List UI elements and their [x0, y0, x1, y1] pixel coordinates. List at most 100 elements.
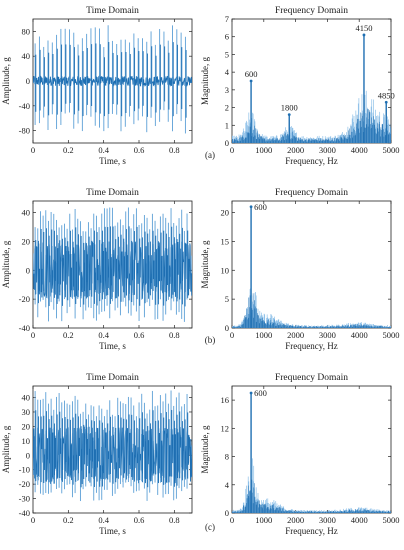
frequency-domain-0-ytick-label: 6 — [225, 32, 229, 42]
frequency-domain-0-ytick-label: 2 — [225, 103, 229, 113]
frequency-domain-0-peak-marker — [384, 100, 388, 104]
time-domain-2-xtick-label: 0.2 — [63, 515, 74, 525]
frequency-domain-0-peak-label: 4850 — [378, 90, 395, 100]
frequency-domain-2-xtick-label: 2000 — [287, 515, 304, 525]
frequency-domain-2-ytick-label: 4 — [225, 480, 230, 490]
time-domain-1-ytick-label: 0 — [26, 265, 30, 275]
time-domain-2-ytick-label: 20 — [22, 421, 31, 431]
frequency-domain-0-peak-marker — [362, 33, 366, 37]
time-domain-2-xtick-label: 0.4 — [98, 515, 109, 525]
frequency-domain-0-peak-marker — [287, 113, 291, 117]
time-domain-2-signal — [33, 390, 192, 502]
frequency-domain-1-ytick-label: 15 — [221, 236, 230, 246]
frequency-domain-2-title: Frequency Domain — [275, 373, 348, 383]
frequency-domain-2-xtick-label: 3000 — [319, 515, 336, 525]
time-domain-1-signal — [33, 207, 192, 322]
time-domain-2-ytick-label: 10 — [22, 436, 31, 446]
time-domain-0-ytick-label: 0 — [26, 76, 30, 86]
time-domain-0-xtick-label: 0.2 — [63, 145, 74, 155]
frequency-domain-0-xtick-label: 0 — [230, 145, 234, 155]
frequency-domain-1-ytick-label: 10 — [221, 265, 230, 275]
frequency-domain-0-ylabel: Magnitude, g — [200, 57, 210, 105]
time-domain-2-ytick-label: -40 — [19, 508, 30, 518]
time-domain-0-ytick-label: -80 — [19, 126, 30, 136]
time-domain-0-signal — [33, 25, 192, 134]
frequency-domain-0-spectrum — [232, 34, 391, 143]
frequency-domain-1-peak-marker — [249, 205, 253, 209]
frequency-domain-1-xtick-label: 1000 — [255, 330, 272, 340]
time-domain-1-ytick-label: -20 — [19, 294, 30, 304]
frequency-domain-2-xlabel: Frequency, Hz — [285, 526, 337, 536]
time-domain-2-xtick-label: 0.8 — [169, 515, 180, 525]
frequency-domain-1-xtick-label: 3000 — [319, 330, 336, 340]
time-domain-1-xlabel: Time, s — [99, 341, 126, 351]
time-domain-0-xtick-label: 0 — [31, 145, 35, 155]
frequency-domain-0-ytick-label: 0 — [225, 138, 229, 148]
time-domain-1-xtick-label: 0.8 — [169, 330, 180, 340]
frequency-domain-0-xtick-label: 1000 — [255, 145, 272, 155]
frequency-domain-0-xtick-label: 4000 — [351, 145, 368, 155]
time-domain-2-ytick-label: 0 — [26, 450, 30, 460]
time-domain-1-xtick-label: 0 — [31, 330, 35, 340]
time-domain-2-xlabel: Time, s — [99, 526, 126, 536]
frequency-domain-0-xtick-label: 5000 — [383, 145, 400, 155]
panel-1: Time Domain Time, s Amplitude, g 0 0.2 0.4 0.6… — [1, 188, 400, 351]
time-domain-1-ytick-label: -40 — [19, 323, 30, 333]
frequency-domain-2-xtick-label: 5000 — [383, 515, 400, 525]
frequency-domain-0-peak-marker — [249, 79, 253, 83]
frequency-domain-2-ytick-label: 12 — [221, 423, 230, 433]
frequency-domain-0-ytick-label: 1 — [225, 120, 229, 130]
panel-label: (b) — [205, 335, 216, 345]
frequency-domain-2-peak-marker — [249, 391, 253, 395]
panel-2: Time Domain Time, s Amplitude, g 0 0.2 0.4 0.6… — [1, 373, 400, 536]
frequency-domain-2-peak-label: 600 — [254, 388, 267, 398]
panel-0: Time Domain Time, s Amplitude, g 0 0.2 0.4 0.6… — [1, 6, 400, 166]
frequency-domain-0-xtick-label: 2000 — [287, 145, 304, 155]
frequency-domain-1-ytick-label: 20 — [221, 208, 230, 218]
frequency-domain-0-title: Frequency Domain — [275, 6, 348, 16]
frequency-domain-0-peak-label: 1800 — [281, 103, 298, 113]
time-domain-2-ytick-label: 30 — [22, 407, 31, 417]
frequency-domain-2-xtick-label: 0 — [230, 515, 234, 525]
frequency-domain-1-title: Frequency Domain — [275, 188, 348, 198]
frequency-domain-2-xtick-label: 4000 — [351, 515, 368, 525]
frequency-domain-1-ytick-label: 5 — [225, 294, 229, 304]
frequency-domain-0-peak-label: 4150 — [355, 23, 372, 33]
time-domain-2-title: Time Domain — [86, 373, 139, 383]
time-domain-2-ytick-label: -10 — [19, 465, 30, 475]
frequency-domain-1-xtick-label: 5000 — [383, 330, 400, 340]
panel-label: (a) — [205, 150, 215, 160]
frequency-domain-2-ytick-label: 16 — [221, 395, 230, 405]
time-domain-2-ylabel: Amplitude, g — [1, 425, 11, 473]
frequency-domain-2-xtick-label: 1000 — [255, 515, 272, 525]
frequency-domain-0-ytick-label: 4 — [225, 67, 230, 77]
time-domain-0-ytick-label: 80 — [22, 26, 31, 36]
time-domain-0-xlabel: Time, s — [99, 156, 126, 166]
time-domain-1-title: Time Domain — [86, 188, 139, 198]
frequency-domain-2-ylabel: Magnitude, g — [200, 425, 210, 473]
frequency-domain-1-xlabel: Frequency, Hz — [285, 341, 337, 351]
frequency-domain-1-xtick-label: 2000 — [287, 330, 304, 340]
frequency-domain-1-xtick-label: 0 — [230, 330, 234, 340]
time-domain-0-ylabel: Amplitude, g — [1, 57, 11, 105]
frequency-domain-0-xlabel: Frequency, Hz — [285, 156, 337, 166]
time-domain-0-ytick-label: -40 — [19, 101, 30, 111]
time-domain-2-ytick-label: -20 — [19, 479, 30, 489]
frequency-domain-0-ytick-label: 3 — [225, 85, 229, 95]
time-domain-0-xtick-label: 0.6 — [134, 145, 145, 155]
frequency-domain-0-peak-label: 600 — [245, 69, 258, 79]
frequency-domain-2-spectrum — [232, 393, 391, 513]
time-domain-1-xtick-label: 0.6 — [134, 330, 145, 340]
frequency-domain-2-ytick-label: 8 — [225, 452, 229, 462]
frequency-domain-2-ytick-label: 0 — [225, 508, 229, 518]
panel-label: (c) — [205, 522, 215, 532]
frequency-domain-1-peak-label: 600 — [254, 202, 267, 212]
frequency-domain-1-ylabel: Magnitude, g — [200, 240, 210, 288]
time-domain-2-ytick-label: 40 — [22, 393, 31, 403]
time-domain-1-xtick-label: 0.2 — [63, 330, 74, 340]
frequency-domain-1-ytick-label: 0 — [225, 323, 229, 333]
time-domain-0-xtick-label: 0.8 — [169, 145, 180, 155]
time-domain-2-xtick-label: 0.6 — [134, 515, 145, 525]
frequency-domain-1-xtick-label: 4000 — [351, 330, 368, 340]
